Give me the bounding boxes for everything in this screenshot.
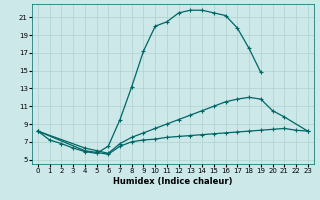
X-axis label: Humidex (Indice chaleur): Humidex (Indice chaleur) xyxy=(113,177,233,186)
